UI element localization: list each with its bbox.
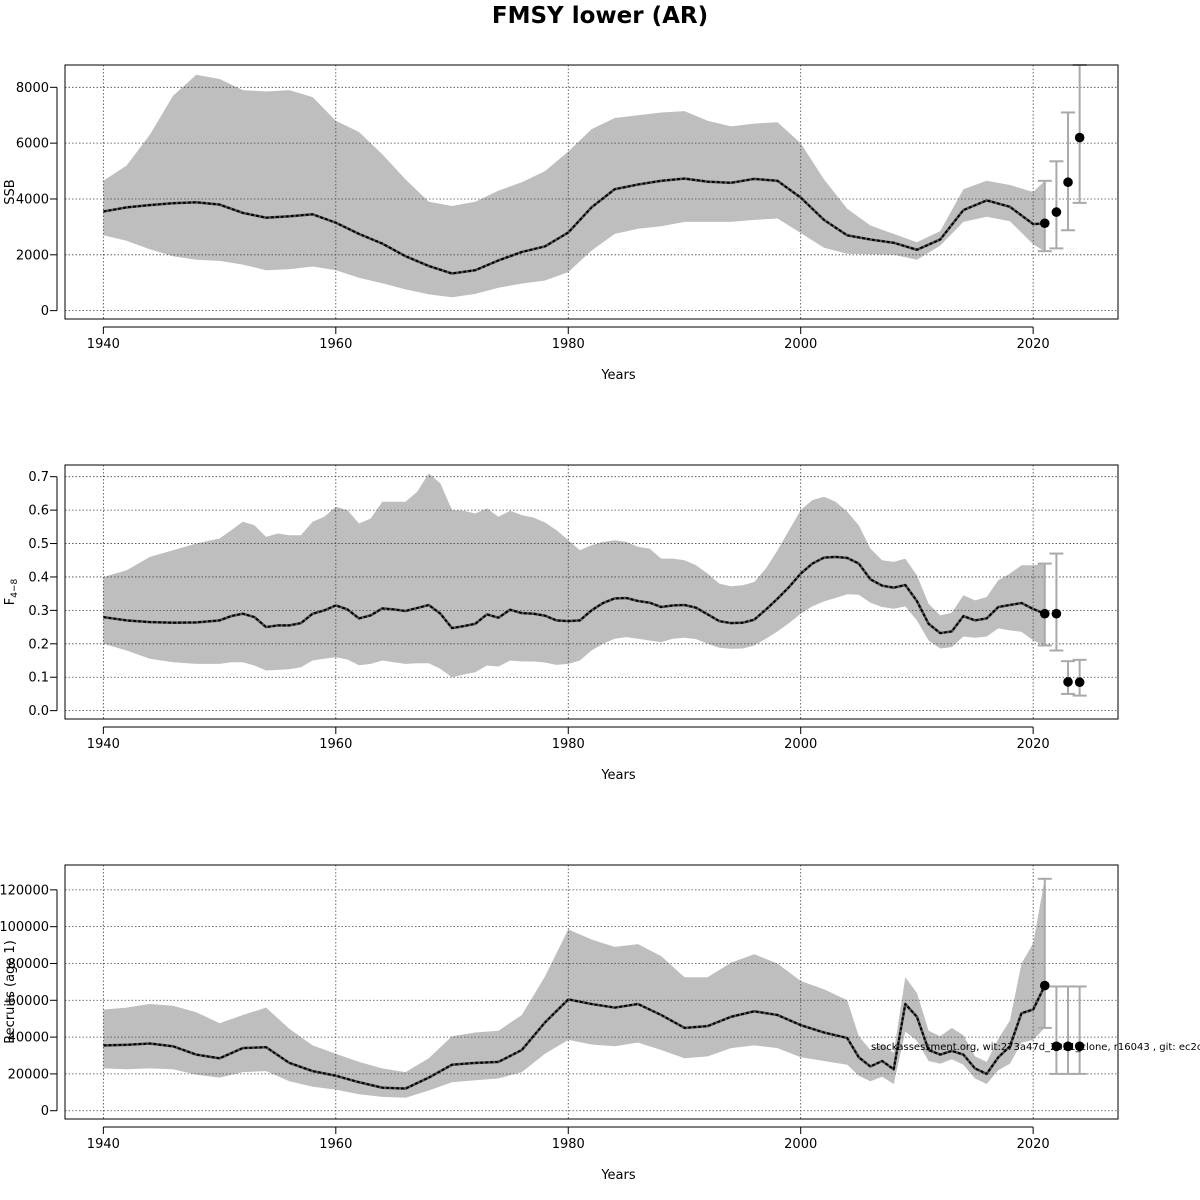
y-tick-label: 0.5 xyxy=(28,537,49,552)
x-tick-label: 1960 xyxy=(319,1137,352,1152)
y-tick-label: 40000 xyxy=(8,1031,49,1046)
forecast-point xyxy=(1074,1041,1085,1052)
x-tick-label: 1940 xyxy=(87,337,120,352)
x-tick-label: 2020 xyxy=(1017,737,1050,752)
x-tick-label: 2020 xyxy=(1017,337,1050,352)
y-tick-label: 100000 xyxy=(0,920,49,935)
y-tick-label: 4000 xyxy=(16,192,49,207)
forecast-point xyxy=(1051,608,1062,619)
forecast-point xyxy=(1063,677,1073,687)
panel-recruits: 1940 1960 1980 2000 2020 Years 0 20000 40000 6000… xyxy=(0,864,1119,1183)
confidence-band xyxy=(103,878,1045,1098)
x-tick-label: 1980 xyxy=(552,1137,585,1152)
forecast-point xyxy=(1063,1041,1073,1052)
plot-frame xyxy=(64,864,1119,1120)
x-tick-label: 1960 xyxy=(319,337,352,352)
y-tick-label: 120000 xyxy=(0,883,49,898)
estimate-line-dashed xyxy=(103,177,1045,275)
y-tick-label: 0.1 xyxy=(28,671,49,686)
forecast-point xyxy=(1039,218,1050,229)
panel-ssb: 1940 1960 1980 2000 2020 Years 0 2000 4000 6000 80… xyxy=(3,64,1119,383)
x-tick-label: 2020 xyxy=(1017,1137,1050,1152)
y-tick-label: 0 xyxy=(41,304,49,319)
x-tick-label: 1960 xyxy=(319,737,352,752)
x-tick-label: 2000 xyxy=(784,737,817,752)
y-axis-title: Recruits (age 1) xyxy=(3,940,18,1044)
y-tick-label: 0.4 xyxy=(28,570,49,585)
panel-f: 1940 1960 1980 2000 2020 Years 0.0 0.1 0.2 0.3 0.4… xyxy=(3,464,1119,783)
y-tick-label: 6000 xyxy=(16,137,49,152)
y-tick-label: 2000 xyxy=(16,248,49,263)
confidence-band xyxy=(103,473,1045,678)
x-tick-label: 1980 xyxy=(552,737,585,752)
confidence-band xyxy=(103,74,1045,298)
x-axis-title: Years xyxy=(600,1168,636,1183)
forecast-point xyxy=(1074,677,1085,688)
x-tick-label: 2000 xyxy=(784,337,817,352)
x-tick-label: 1940 xyxy=(87,1137,120,1152)
y-tick-label: 0.2 xyxy=(28,637,49,652)
y-axis-title: F4−8 xyxy=(3,578,20,605)
y-axis-title: SSB xyxy=(3,179,18,204)
forecast-point xyxy=(1051,1041,1062,1052)
forecast-point xyxy=(1051,207,1062,217)
plot-frame xyxy=(64,64,1119,320)
forecast-point xyxy=(1063,177,1073,188)
forecast-point xyxy=(1039,608,1050,619)
x-tick-label: 1980 xyxy=(552,337,585,352)
x-tick-label: 1940 xyxy=(87,737,120,752)
y-tick-label: 20000 xyxy=(8,1067,49,1082)
forecast-point xyxy=(1074,132,1085,143)
watermark-text: stockassessment.org, wit:273a47d_2021_cl… xyxy=(871,1042,1200,1053)
forecast-point xyxy=(1039,980,1050,991)
y-tick-label: 0.6 xyxy=(28,504,49,519)
y-tick-label: 8000 xyxy=(16,81,49,96)
y-tick-label: 80000 xyxy=(8,957,49,972)
y-tick-label: 0.7 xyxy=(28,470,49,485)
y-tick-label: 0.0 xyxy=(28,704,49,719)
y-tick-label: 0 xyxy=(41,1104,49,1119)
estimate-line-dashed xyxy=(103,985,1046,1090)
chart-title: FMSY lower (AR) xyxy=(491,3,709,29)
y-tick-label: 60000 xyxy=(8,994,49,1009)
plot-frame xyxy=(64,464,1119,720)
x-tick-label: 2000 xyxy=(784,1137,817,1152)
x-axis-title: Years xyxy=(600,768,636,783)
estimate-line-dashed xyxy=(103,555,1046,635)
y-tick-label: 0.3 xyxy=(28,604,49,619)
x-axis-title: Years xyxy=(600,368,636,383)
